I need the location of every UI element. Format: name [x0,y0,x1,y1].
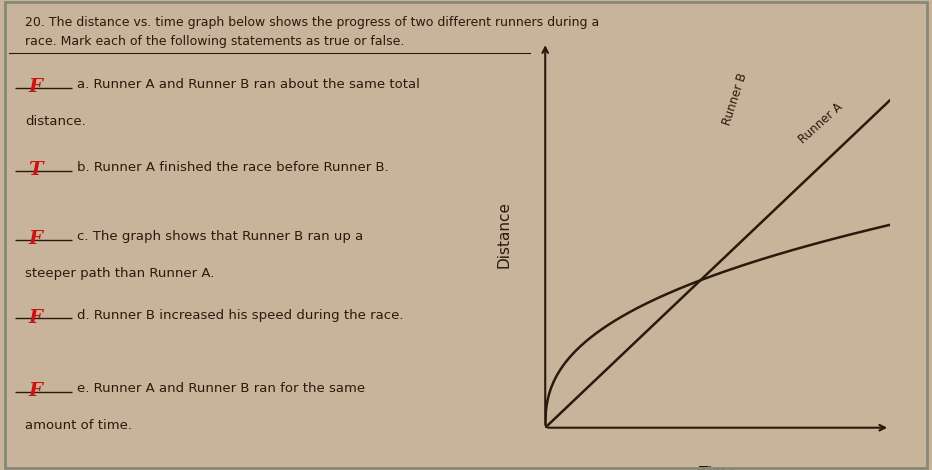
Text: Distance: Distance [497,202,512,268]
Text: distance.: distance. [25,115,86,128]
Text: Time: Time [699,466,736,470]
Text: 20. The distance vs. time graph below shows the progress of two different runner: 20. The distance vs. time graph below sh… [25,16,599,29]
Text: F: F [29,230,42,248]
Text: b. Runner A finished the race before Runner B.: b. Runner A finished the race before Run… [77,161,389,174]
Text: c. The graph shows that Runner B ran up a: c. The graph shows that Runner B ran up … [77,230,363,243]
Text: F: F [29,383,42,400]
Text: Runner B: Runner B [720,71,749,127]
Text: F: F [29,78,42,96]
Text: steeper path than Runner A.: steeper path than Runner A. [25,267,214,280]
Text: T: T [28,161,43,179]
Text: F: F [29,309,42,327]
Text: amount of time.: amount of time. [25,419,132,432]
Text: race. Mark each of the following statements as true or false.: race. Mark each of the following stateme… [25,35,404,47]
Text: Runner A: Runner A [797,101,845,146]
Text: e. Runner A and Runner B ran for the same: e. Runner A and Runner B ran for the sam… [77,383,365,395]
Text: d. Runner B increased his speed during the race.: d. Runner B increased his speed during t… [77,309,404,321]
Text: a. Runner A and Runner B ran about the same total: a. Runner A and Runner B ran about the s… [77,78,420,91]
